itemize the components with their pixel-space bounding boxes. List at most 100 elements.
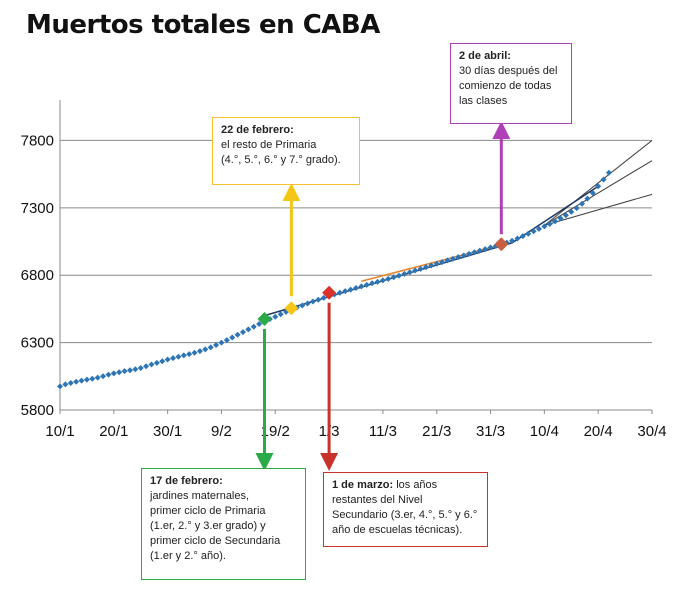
data-point [110, 370, 117, 377]
annotation-mar1-title: 1 de marzo: [332, 479, 394, 491]
data-point [552, 218, 559, 225]
annotation-feb17-line: primer ciclo de Primaria [150, 505, 266, 517]
x-tick-label: 11/3 [369, 423, 397, 440]
data-point [73, 378, 80, 385]
annotation-feb22-line: (4.°, 5.°, 6.° y 7.° grado). [221, 154, 341, 166]
annotation-feb17-line: primer ciclo de Secundaria [150, 535, 281, 547]
data-point [89, 375, 96, 382]
data-point [444, 257, 451, 264]
data-point [401, 270, 408, 277]
data-point [245, 326, 252, 333]
data-point [83, 376, 90, 383]
data-point [304, 300, 311, 307]
data-point [530, 228, 537, 235]
event-marker [494, 237, 509, 252]
data-point [562, 212, 569, 219]
data-point [277, 311, 284, 318]
annotation-apr2-title: 2 de abril: [459, 50, 511, 62]
data-point [390, 274, 397, 281]
y-tick-label: 7800 [21, 132, 54, 149]
data-point [342, 288, 349, 295]
data-point [525, 230, 532, 237]
x-tick-label: 10/1 [45, 423, 74, 440]
x-tick-label: 10/4 [530, 423, 559, 440]
data-point [460, 252, 467, 259]
data-point [159, 358, 166, 365]
y-tick-label: 6300 [21, 335, 54, 352]
data-point [422, 264, 429, 271]
data-point [535, 225, 542, 232]
data-point [148, 361, 155, 368]
data-point [417, 265, 424, 272]
x-tick-label: 20/1 [99, 423, 128, 440]
data-point [385, 275, 392, 282]
data-point [568, 208, 575, 215]
data-point [164, 356, 171, 363]
annotation-apr2-line: comienzo de todas [459, 80, 552, 92]
data-point [315, 296, 322, 303]
data-point [379, 277, 386, 284]
data-point [482, 246, 489, 253]
data-point [256, 321, 263, 328]
annotation-feb17: 17 de febrero: jardines maternales, prim… [141, 468, 306, 580]
data-point [439, 259, 446, 266]
event-marker [257, 312, 272, 327]
x-tick-label: 9/2 [211, 423, 232, 440]
data-point [433, 260, 440, 267]
data-point [374, 278, 381, 285]
data-point [202, 346, 209, 353]
annotation-mar1-line: restantes del Nivel [332, 494, 423, 506]
data-point [428, 262, 435, 269]
annotation-feb22: 22 de febrero: el resto de Primaria (4.°… [212, 117, 360, 185]
data-point [476, 247, 483, 254]
data-point [218, 339, 225, 346]
data-point [175, 353, 182, 360]
annotation-feb17-line: (1.er y 2.° año). [150, 550, 226, 562]
data-point [62, 381, 69, 388]
data-point [584, 195, 591, 202]
data-point [170, 355, 177, 362]
projection-line [544, 160, 653, 226]
data-point [519, 233, 526, 240]
annotation-feb17-line: jardines maternales, [150, 490, 250, 502]
data-point [363, 281, 370, 288]
data-point [143, 363, 150, 370]
data-point [137, 364, 144, 371]
data-point [100, 373, 107, 380]
annotation-mar1-title-suffix: los años [393, 479, 438, 491]
data-point [121, 368, 128, 375]
data-point [223, 337, 230, 344]
chart-title: Muertos totales en CABA [26, 10, 380, 40]
data-point [546, 221, 553, 227]
annotation-feb17-line: (1.er, 2.° y 3.er grado) y [150, 520, 266, 532]
x-tick-label: 31/3 [476, 423, 505, 440]
data-point [396, 272, 403, 279]
data-point [191, 349, 198, 356]
data-point [471, 249, 478, 256]
data-point [57, 383, 63, 390]
data-point [449, 255, 456, 262]
data-point [353, 285, 359, 292]
data-point [196, 348, 203, 355]
data-point [132, 366, 139, 373]
x-tick-label: 30/4 [637, 423, 666, 440]
data-point [207, 344, 214, 351]
projection-line [544, 193, 653, 226]
data-point [541, 223, 548, 230]
data-point [557, 215, 564, 222]
data-point [180, 352, 187, 359]
data-point [595, 183, 602, 190]
data-point [589, 190, 596, 196]
x-tick-label: 19/2 [261, 423, 290, 440]
data-point [412, 267, 419, 274]
data-point [116, 369, 123, 376]
data-point [299, 302, 306, 309]
y-tick-label: 6800 [21, 267, 54, 284]
x-tick-label: 21/3 [422, 423, 451, 440]
event-marker [322, 285, 337, 300]
event-marker [284, 301, 299, 316]
data-point [153, 359, 160, 366]
annotation-apr2: 2 de abril: 30 días después del comienzo… [450, 43, 572, 124]
data-point [105, 371, 112, 378]
